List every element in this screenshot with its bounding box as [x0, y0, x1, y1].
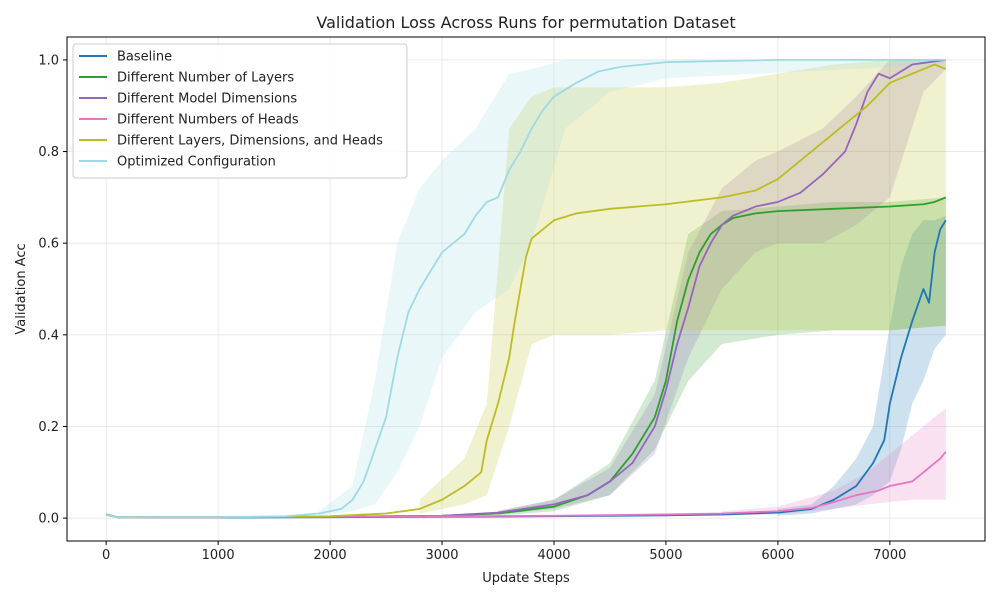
series-band-3 [498, 59, 946, 515]
x-tick-label: 5000 [649, 548, 682, 563]
series-band-4 [721, 408, 946, 516]
y-tick-label: 1.0 [38, 53, 59, 68]
chart-title: Validation Loss Across Runs for permutat… [316, 13, 735, 32]
x-axis-ticks: 0 1000 2000 3000 4000 5000 6000 7000 [102, 541, 906, 563]
x-axis-label: Update Steps [482, 571, 570, 586]
y-tick-label: 0.0 [38, 512, 59, 527]
x-tick-label: 0 [102, 548, 110, 563]
y-tick-label: 0.8 [38, 145, 59, 160]
legend-label: Different Number of Layers [117, 71, 294, 86]
series-band-5 [419, 59, 946, 514]
y-tick-label: 0.6 [38, 237, 59, 252]
legend-box [72, 43, 408, 179]
x-tick-label: 6000 [761, 548, 794, 563]
y-tick-label: 0.2 [38, 420, 59, 435]
legend: Baseline Different Number of Layers Differ… [72, 43, 408, 179]
x-tick-label: 3000 [425, 548, 458, 563]
legend-label: Baseline [117, 50, 172, 65]
series-band-1 [777, 215, 946, 516]
series-line-3 [106, 59, 946, 519]
legend-label: Different Layers, Dimensions, and Heads [117, 134, 383, 149]
series-line-5 [106, 63, 947, 519]
y-axis-label: Validation Acc [14, 243, 29, 334]
series-band-2 [498, 197, 946, 516]
series-line-6 [106, 59, 946, 519]
x-tick-label: 7000 [873, 548, 906, 563]
series-lines [105, 59, 947, 519]
legend-label: Different Model Dimensions [117, 92, 297, 107]
legend-label: Different Numbers of Heads [117, 113, 299, 128]
confidence-bands [318, 59, 946, 516]
y-tick-label: 0.4 [38, 328, 59, 343]
plot-frame [66, 36, 986, 542]
x-tick-label: 2000 [314, 548, 347, 563]
legend-label: Optimized Configuration [117, 155, 276, 170]
x-tick-label: 1000 [202, 548, 235, 563]
x-tick-label: 4000 [537, 548, 570, 563]
series-band-6 [318, 59, 946, 516]
y-axis-ticks: 0.0 0.2 0.4 0.6 0.8 1.0 [38, 53, 67, 527]
